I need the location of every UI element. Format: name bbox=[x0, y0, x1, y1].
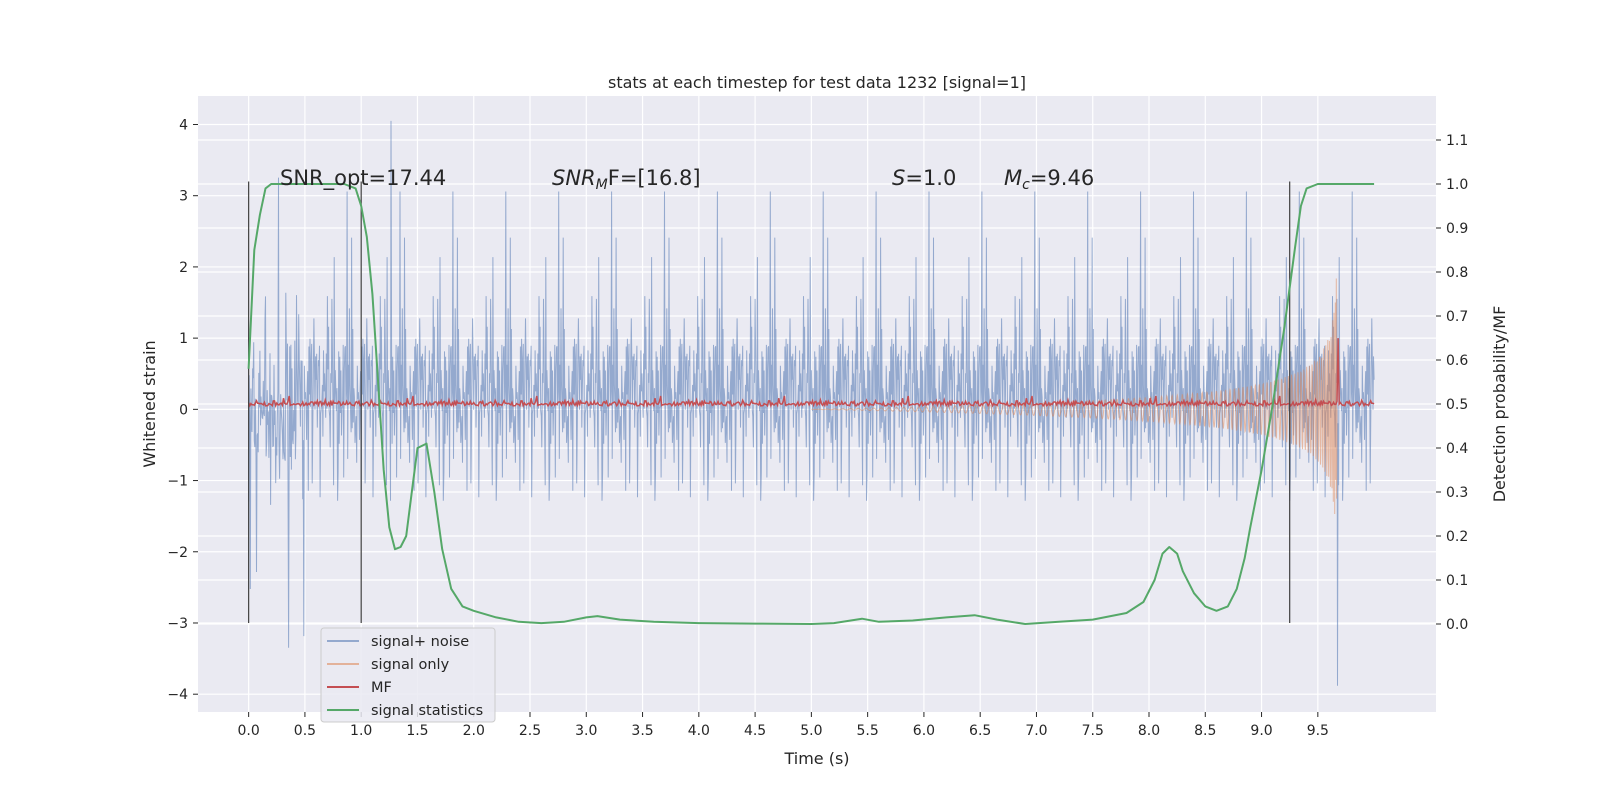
x-tick-label: 9.5 bbox=[1307, 723, 1329, 739]
y2-tick-label: 0.5 bbox=[1446, 397, 1468, 413]
x-tick-label: 9.0 bbox=[1250, 723, 1272, 739]
legend: signal+ noise signal only MF signal stat… bbox=[320, 627, 496, 723]
x-tick-label: 3.0 bbox=[575, 723, 597, 739]
signal-noise-line bbox=[248, 120, 1375, 686]
x-tick-label: 2.0 bbox=[463, 723, 485, 739]
y-tick-label: −3 bbox=[167, 616, 188, 632]
y2-axis-label: Detection probability/MF bbox=[1490, 306, 1509, 503]
x-tick-label: 7.0 bbox=[1025, 723, 1047, 739]
y-tick-label: −1 bbox=[167, 474, 188, 490]
annotation-mc: Mc=9.46 bbox=[1004, 166, 1094, 193]
annotations: SNR_opt=17.44 SNRMF=[16.8] S=1.0 Mc=9.46 bbox=[280, 166, 1094, 193]
s-name: S bbox=[892, 166, 905, 190]
x-tick-label: 5.5 bbox=[857, 723, 879, 739]
y2-axis-ticks: 1.1 1.0 0.9 0.8 0.7 0.6 0.5 0.4 0.3 0.2 0.1 0.0 bbox=[1436, 133, 1468, 633]
mc-sub: c bbox=[1022, 177, 1030, 193]
mc-value: =9.46 bbox=[1030, 166, 1094, 190]
legend-label-statistics: signal statistics bbox=[371, 703, 483, 719]
y2-tick-label: 0.2 bbox=[1446, 529, 1468, 545]
y2-tick-label: 0.6 bbox=[1446, 353, 1468, 369]
y2-tick-label: 0.9 bbox=[1446, 221, 1468, 237]
x-tick-label: 8.5 bbox=[1194, 723, 1216, 739]
x-axis-ticks: 0.0 0.5 1.0 1.5 2.0 2.5 3.0 3.5 4.0 4.5 5.0 5.5 6.0 6… bbox=[238, 712, 1329, 739]
x-tick-label: 4.0 bbox=[688, 723, 710, 739]
annotation-snr-opt: SNR_opt=17.44 bbox=[280, 166, 446, 191]
x-tick-label: 2.5 bbox=[519, 723, 541, 739]
y-axis-ticks: 4 3 2 1 0 −1 −2 −3 −4 bbox=[167, 117, 198, 703]
y-tick-label: −2 bbox=[167, 545, 188, 561]
chart-title: stats at each timestep for test data 123… bbox=[608, 73, 1026, 92]
legend-label-signal-only: signal only bbox=[371, 657, 450, 673]
y2-tick-label: 0.3 bbox=[1446, 485, 1468, 501]
y-tick-label: 3 bbox=[179, 189, 188, 205]
x-tick-label: 7.5 bbox=[1082, 723, 1104, 739]
x-tick-label: 5.0 bbox=[800, 723, 822, 739]
y2-tick-label: 0.1 bbox=[1446, 573, 1468, 589]
legend-box bbox=[320, 627, 496, 723]
x-tick-label: 1.0 bbox=[350, 723, 372, 739]
snr-mf-tail: F=[16.8] bbox=[608, 166, 701, 190]
y2-tick-label: 0.0 bbox=[1446, 617, 1468, 633]
y-axis-label: Whitened strain bbox=[140, 340, 159, 467]
y-tick-label: −4 bbox=[167, 687, 188, 703]
x-tick-label: 8.0 bbox=[1138, 723, 1160, 739]
y2-tick-label: 0.4 bbox=[1446, 441, 1468, 457]
y-tick-label: 4 bbox=[179, 117, 188, 133]
x-tick-label: 6.0 bbox=[913, 723, 935, 739]
x-tick-label: 0.0 bbox=[238, 723, 260, 739]
x-tick-label: 6.5 bbox=[969, 723, 991, 739]
y-tick-label: 0 bbox=[179, 402, 188, 418]
x-tick-label: 0.5 bbox=[294, 723, 316, 739]
legend-label-mf: MF bbox=[371, 680, 392, 696]
x-tick-label: 1.5 bbox=[406, 723, 428, 739]
x-axis-label: Time (s) bbox=[783, 749, 849, 768]
signal-statistics-line bbox=[247, 183, 1375, 625]
snr-mf-sub: M bbox=[596, 177, 608, 193]
mf-line bbox=[247, 338, 1375, 408]
data-traces bbox=[247, 120, 1375, 686]
y2-tick-label: 1.1 bbox=[1446, 133, 1468, 149]
annotation-s: S=1.0 bbox=[892, 166, 956, 190]
y2-tick-label: 1.0 bbox=[1446, 177, 1468, 193]
legend-label-signal-noise: signal+ noise bbox=[371, 634, 469, 650]
annotation-snr-mf: SNRMF=[16.8] bbox=[552, 166, 701, 193]
y2-tick-label: 0.8 bbox=[1446, 265, 1468, 281]
y-tick-label: 1 bbox=[179, 331, 188, 347]
x-tick-label: 4.5 bbox=[744, 723, 766, 739]
s-value: =1.0 bbox=[905, 166, 956, 190]
snr-mf-name: SNR bbox=[552, 166, 596, 190]
x-tick-label: 3.5 bbox=[631, 723, 653, 739]
mc-name: M bbox=[1004, 166, 1022, 190]
y-tick-label: 2 bbox=[179, 260, 188, 276]
y2-tick-label: 0.7 bbox=[1446, 309, 1468, 325]
